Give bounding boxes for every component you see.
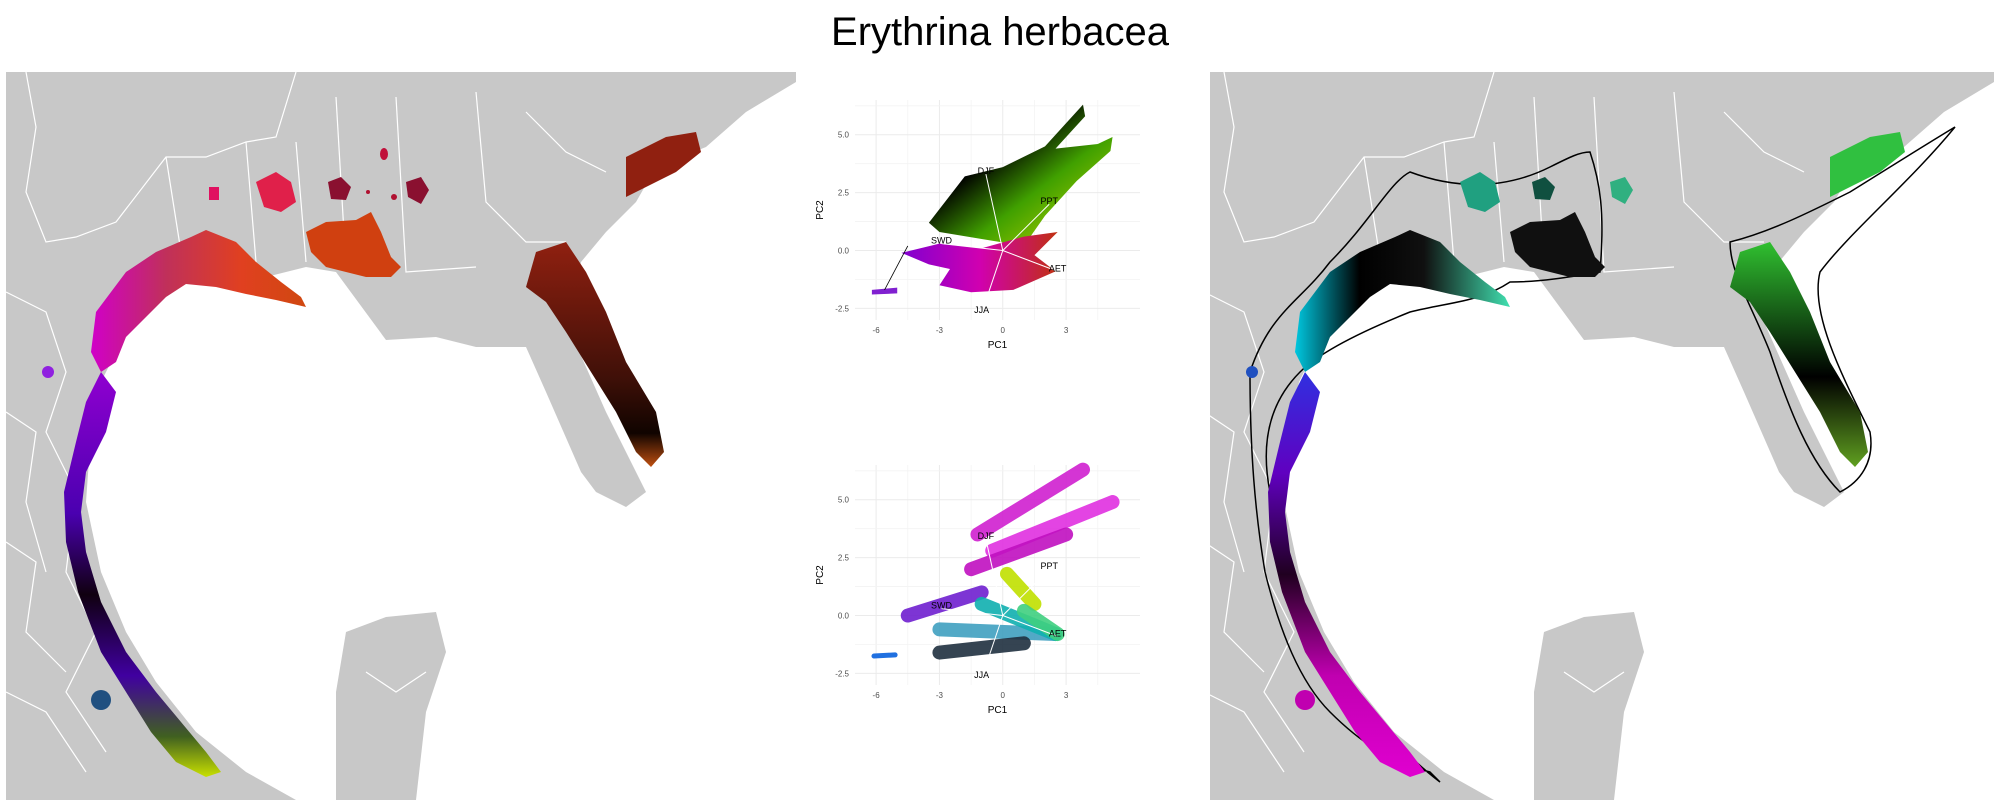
range-mexico-coast	[64, 372, 221, 777]
loading-arrow	[1002, 203, 1050, 251]
loading-arrow	[941, 608, 1003, 617]
y-axis-label: PC2	[815, 565, 826, 585]
x-tick-label: 3	[1064, 691, 1069, 700]
range-texas-coast	[1295, 230, 1510, 372]
range-mexico-coast	[1268, 372, 1425, 777]
range-blob-1	[1460, 172, 1500, 212]
loading-label: AET	[1049, 263, 1067, 273]
state-borders	[5, 71, 607, 773]
yucatan-land	[1534, 612, 1644, 800]
point-cloud	[871, 104, 1113, 295]
cloud-band	[1000, 566, 1042, 611]
loading-label: SWD	[931, 236, 952, 246]
range-atlantic-coast	[1830, 132, 1905, 197]
loading-arrow	[1002, 615, 1058, 637]
x-tick-label: -6	[873, 691, 881, 700]
range-florida	[1730, 242, 1868, 467]
x-tick-label: 0	[1001, 326, 1006, 335]
loading-label: SWD	[931, 601, 952, 611]
loading-arrow	[981, 250, 1004, 314]
x-tick-label: 0	[1001, 691, 1006, 700]
right-range-map	[1203, 71, 2000, 800]
hull-outlines	[1249, 126, 1956, 783]
x-tick-label: -6	[873, 326, 881, 335]
range-dot-west	[1246, 366, 1258, 378]
cloud-band	[964, 527, 1074, 577]
range-florida	[526, 242, 664, 467]
y-tick-label: -2.5	[835, 304, 849, 313]
left-range-map	[5, 71, 796, 800]
y-tick-label: 2.5	[838, 554, 850, 563]
cloud-outlier	[871, 287, 898, 295]
range-blob-2	[1532, 177, 1555, 200]
range-louisiana	[1510, 212, 1605, 277]
cloud-upper	[928, 104, 1113, 246]
y-tick-label: -2.5	[835, 669, 849, 678]
loading-label: PPT	[1040, 196, 1058, 206]
loading-label: PPT	[1040, 561, 1058, 571]
y-tick-label: 5.0	[838, 131, 850, 140]
land-mass	[1204, 72, 1994, 800]
loading-arrow	[985, 538, 1004, 616]
loading-label: AET	[1049, 628, 1067, 638]
cloud-outlier	[871, 652, 898, 659]
x-tick-label: 3	[1064, 326, 1069, 335]
range-blob-5	[380, 148, 388, 160]
y-axis-label: PC2	[815, 200, 826, 220]
loading-label: DJF	[978, 531, 995, 541]
loading-arrow	[1002, 568, 1050, 616]
cloud-band	[985, 495, 1120, 558]
range-dot-west	[42, 366, 54, 378]
range-dot-south	[1295, 690, 1315, 710]
cloud-band	[970, 462, 1090, 542]
loading-arrow	[1002, 250, 1058, 272]
range-blob-7	[366, 190, 370, 194]
loading-label: DJF	[978, 166, 995, 176]
pca-plot-bottom: DJF PPT SWD AET JJA -6 -3 0 3 -2.5 0.0 2.5 5.0 PC1 PC2	[800, 455, 1210, 785]
figure-title: Erythrina herbacea	[831, 10, 1169, 54]
loading-label: JJA	[974, 670, 989, 680]
x-axis-label: PC1	[988, 340, 1008, 351]
land-mass	[6, 72, 796, 800]
x-tick-label: -3	[936, 326, 944, 335]
range-atlantic-coast	[626, 132, 701, 197]
yucatan-land	[336, 612, 446, 800]
range-louisiana	[306, 212, 401, 277]
y-tick-label: 2.5	[838, 189, 850, 198]
range-blob-3	[1610, 177, 1633, 204]
hull-edge	[884, 245, 909, 291]
range-dot-south	[91, 690, 111, 710]
x-axis-label: PC1	[988, 705, 1008, 716]
y-tick-label: 5.0	[838, 496, 850, 505]
loading-arrow	[941, 243, 1003, 252]
cloud-band	[900, 585, 989, 623]
pca-plot-top: DJF PPT SWD AET JJA -6 -3 0 3 -2.5 0.0 2.5 5.0 PC1 PC2	[800, 90, 1210, 420]
range-texas-coast	[91, 230, 306, 372]
x-tick-label: -3	[936, 691, 944, 700]
range-blob-4	[209, 187, 219, 200]
cloud-band	[1016, 603, 1065, 642]
point-cloud	[871, 462, 1120, 660]
loading-label: JJA	[974, 305, 989, 315]
range-blob-2	[328, 177, 351, 200]
range-blob-1	[256, 172, 296, 212]
cloud-lower	[901, 232, 1058, 293]
cloud-band	[932, 636, 1031, 660]
range-blob-6	[391, 194, 397, 200]
loading-arrow	[985, 173, 1004, 251]
range-blob-3	[406, 177, 429, 204]
loading-arrow	[981, 615, 1004, 679]
y-tick-label: 0.0	[838, 612, 850, 621]
y-tick-label: 0.0	[838, 247, 850, 256]
